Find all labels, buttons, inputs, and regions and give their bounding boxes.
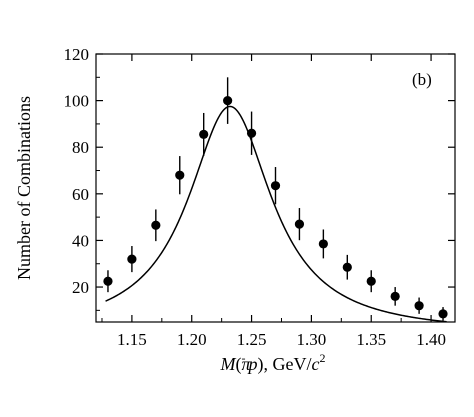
- data-point: [390, 291, 400, 301]
- x-axis-title-prefix: M: [219, 354, 236, 374]
- y-tick-label: 20: [72, 278, 89, 297]
- x-tick-label: 1.25: [237, 330, 267, 349]
- x-ticks: 1.15 1.20 1.25 1.30 1.35 1.40: [101, 54, 446, 349]
- y-tick-label: 40: [72, 231, 89, 250]
- data-point: [103, 276, 113, 286]
- x-tick-label: 1.15: [117, 330, 147, 349]
- data-point: [199, 129, 209, 139]
- data-point: [246, 128, 257, 138]
- x-axis-title-proton: p: [247, 354, 258, 374]
- x-axis-title-paren-open: (: [235, 354, 241, 375]
- x-axis-title: M(π-p), GeV/c2: [219, 351, 325, 375]
- data-point: [175, 170, 185, 180]
- data-point: [342, 262, 352, 272]
- panel-label: (b): [412, 70, 432, 89]
- y-ticks: 20 40 60 80 100 120: [64, 45, 455, 311]
- data-point: [294, 219, 305, 229]
- x-tick-label: 1.20: [177, 330, 207, 349]
- x-axis-title-units: , GeV/: [264, 354, 312, 374]
- y-tick-label: 60: [72, 185, 89, 204]
- x-axis-title-c-power: 2: [320, 351, 326, 365]
- data-point: [270, 181, 281, 191]
- fit-curve: [105, 105, 447, 323]
- data-point: [151, 220, 161, 230]
- x-axis-title-paren-close: ): [258, 354, 264, 375]
- data-point: [127, 254, 137, 264]
- x-tick-label: 1.35: [356, 330, 386, 349]
- y-tick-label: 120: [64, 45, 90, 64]
- fit-curve-group: [105, 105, 447, 323]
- x-axis-title-pion-charge: -: [242, 351, 246, 365]
- x-tick-label: 1.30: [297, 330, 327, 349]
- y-tick-label: 100: [64, 92, 90, 111]
- y-axis-title: Number of Combinations: [14, 96, 34, 280]
- x-axis-title-pion: π: [241, 354, 251, 374]
- data-point: [223, 96, 233, 106]
- x-axis-title-c: c: [312, 354, 320, 374]
- data-point: [366, 276, 376, 286]
- data-point: [318, 239, 328, 249]
- y-tick-label: 80: [72, 138, 89, 157]
- data-points: [103, 77, 448, 321]
- plot-frame: [95, 53, 456, 323]
- x-tick-label: 1.40: [416, 330, 446, 349]
- data-point: [414, 301, 424, 311]
- data-point: [438, 309, 448, 319]
